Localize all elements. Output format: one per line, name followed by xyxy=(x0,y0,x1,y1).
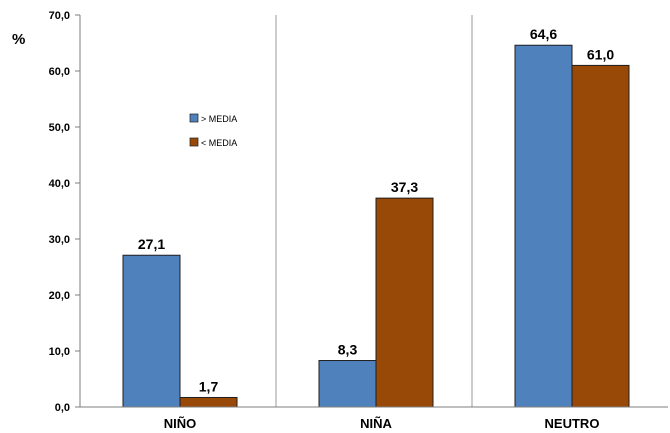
data-label: 27,1 xyxy=(138,236,165,252)
y-tick-label: 60,0 xyxy=(49,66,70,78)
gridlines xyxy=(275,15,473,407)
data-label: 64,6 xyxy=(530,26,557,42)
y-axis-unit-label: % xyxy=(12,31,25,48)
data-labels: 27,1 1,7 8,3 37,3 64,6 61,0 xyxy=(138,26,614,394)
y-tick-label: 50,0 xyxy=(49,122,70,134)
y-ticks: 0,0 10,0 20,0 30,0 40,0 50,0 60,0 70,0 xyxy=(49,10,80,414)
y-tick-label: 20,0 xyxy=(49,290,70,302)
x-category-labels: NIÑO NIÑA NEUTRO xyxy=(164,416,600,431)
data-label: 61,0 xyxy=(587,46,614,62)
data-label: 1,7 xyxy=(199,378,219,394)
y-tick-label: 40,0 xyxy=(49,178,70,190)
x-category-label: NEUTRO xyxy=(545,416,600,431)
bars xyxy=(122,44,630,408)
bar-above-mean xyxy=(318,360,377,408)
legend-label: > MEDIA xyxy=(201,114,237,124)
data-label: 8,3 xyxy=(338,342,358,358)
legend-label: < MEDIA xyxy=(201,138,237,148)
y-tick-label: 70,0 xyxy=(49,10,70,22)
y-tick-label: 30,0 xyxy=(49,234,70,246)
bar-below-mean xyxy=(179,396,238,408)
x-category-label: NIÑA xyxy=(360,416,392,431)
bar-above-mean xyxy=(122,254,181,408)
axes xyxy=(79,15,668,408)
bar-below-mean xyxy=(571,64,630,408)
x-category-label: NIÑO xyxy=(164,416,197,431)
bar-below-mean xyxy=(375,197,434,408)
legend-swatch xyxy=(189,113,199,123)
legend-swatch xyxy=(189,137,199,147)
y-tick-label: 10,0 xyxy=(49,346,70,358)
legend: > MEDIA < MEDIA xyxy=(189,113,237,148)
data-label: 37,3 xyxy=(391,179,418,195)
y-tick-label: 0,0 xyxy=(55,402,70,414)
bar-above-mean xyxy=(514,44,573,408)
